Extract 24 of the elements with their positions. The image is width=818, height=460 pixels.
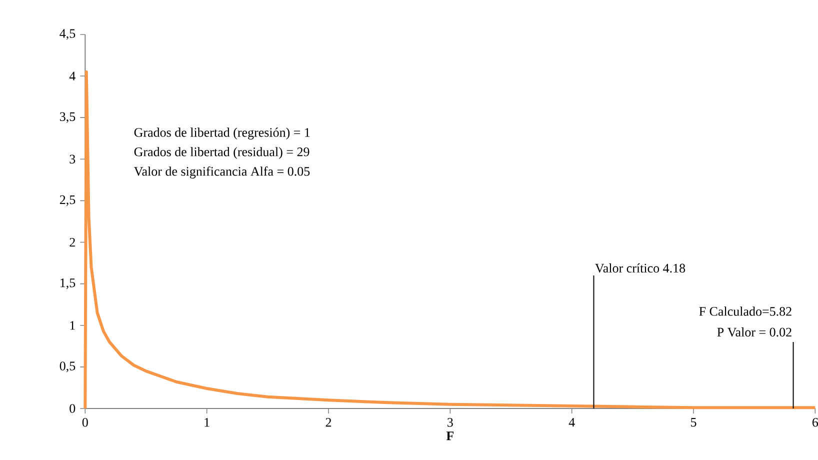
ref-line-label: Valor crítico 4.18 <box>595 263 686 273</box>
y-tick-label: 2 <box>70 238 75 247</box>
annotation: Grados de libertad (residual) = 29 <box>134 147 310 159</box>
x-axis-title: F <box>446 432 454 440</box>
y-tick-label: 0 <box>70 404 76 413</box>
x-tick-label: 2 <box>326 418 332 427</box>
y-tick-label: 2,5 <box>60 195 76 206</box>
y-tick-label: 4,5 <box>60 29 76 40</box>
y-tick-label: 1,5 <box>60 278 76 290</box>
annotation: P Valor = 0.02 <box>717 327 792 337</box>
y-tick-label: 1 <box>70 321 75 330</box>
y-tick-label: 3 <box>70 154 76 164</box>
ref-line-label: F Calculado=5.82 <box>699 306 792 316</box>
annotation: Grados de libertad (regresión) = 1 <box>134 128 310 140</box>
x-tick-label: 5 <box>691 418 696 427</box>
annotation: Valor de significancia Alfa = 0.05 <box>134 166 310 178</box>
x-tick-label: 6 <box>812 418 818 427</box>
y-tick-label: 4 <box>69 72 76 80</box>
x-tick-label: 4 <box>568 418 575 427</box>
x-tick-label: 1 <box>204 418 210 427</box>
x-tick-label: 0 <box>82 418 88 427</box>
x-tick-label: 3 <box>448 418 453 427</box>
y-tick-label: 0,5 <box>60 362 76 372</box>
y-tick-label: 3,5 <box>60 112 76 123</box>
